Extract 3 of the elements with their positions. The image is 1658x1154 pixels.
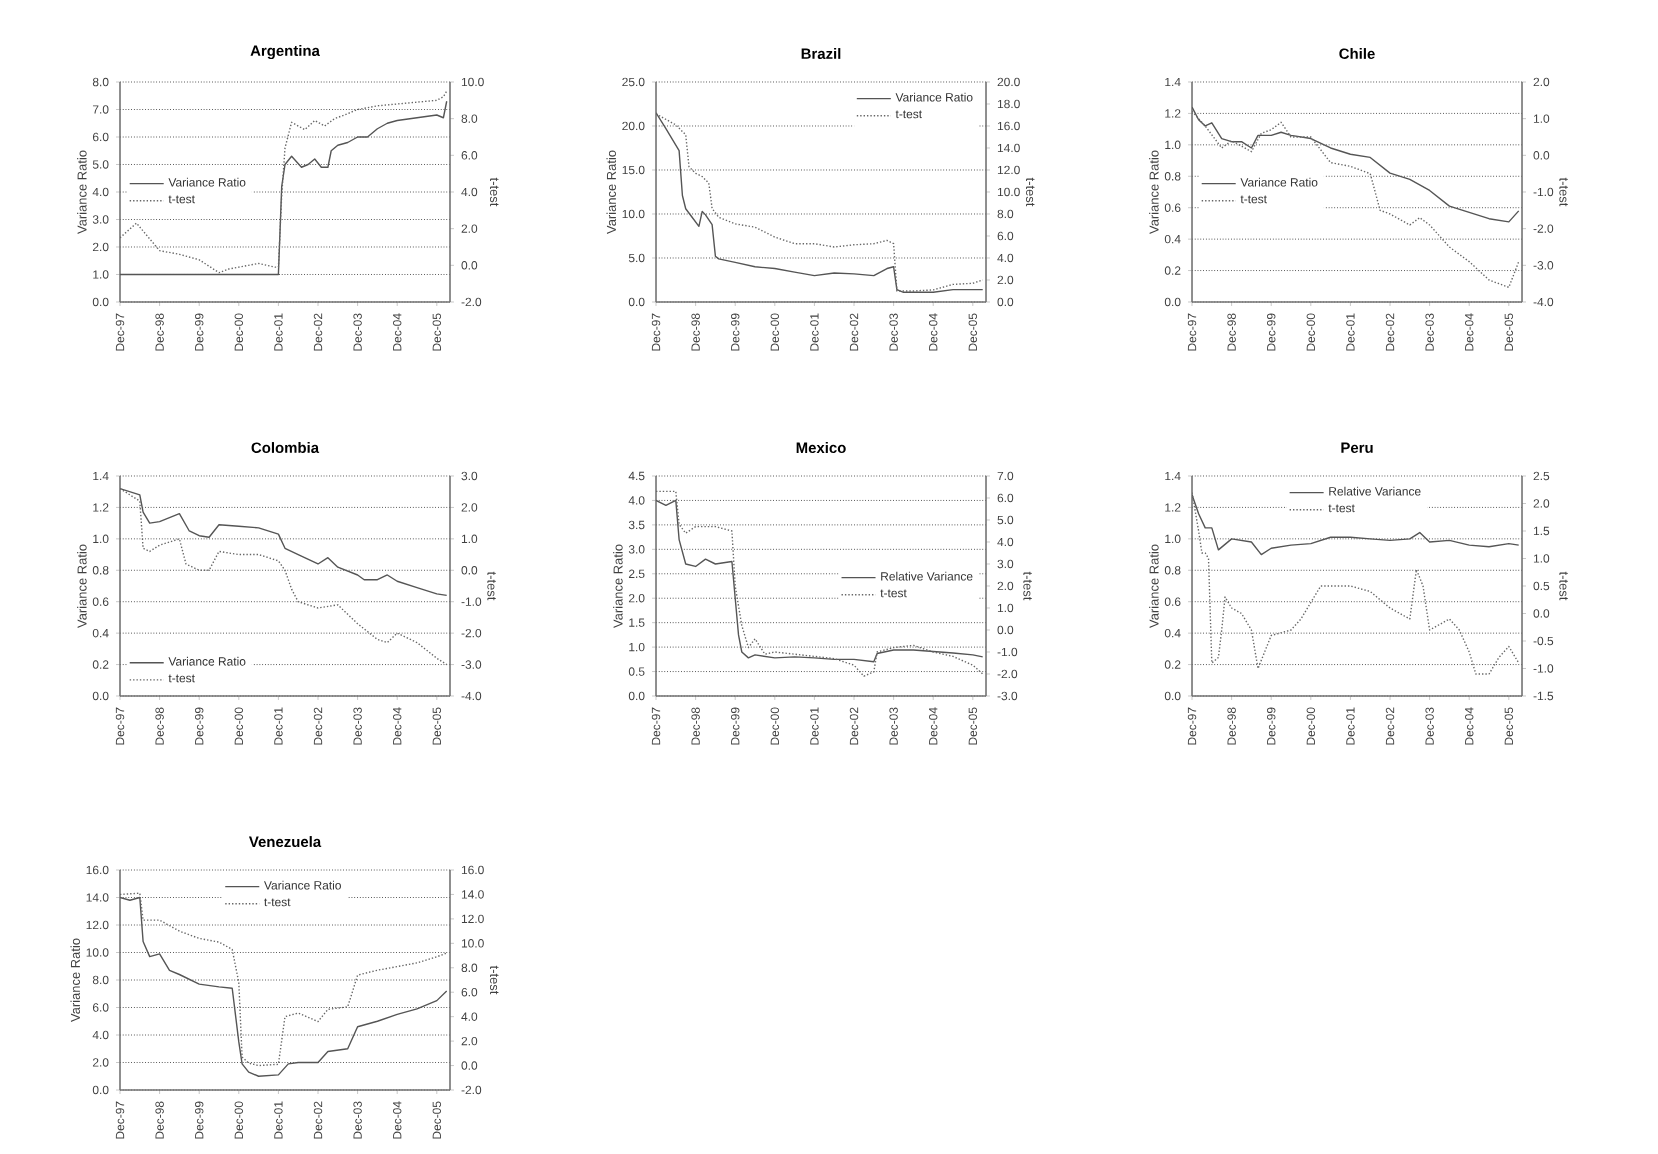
line-series <box>1192 110 1520 289</box>
line-series <box>1192 106 1520 223</box>
line-series <box>1192 494 1520 556</box>
